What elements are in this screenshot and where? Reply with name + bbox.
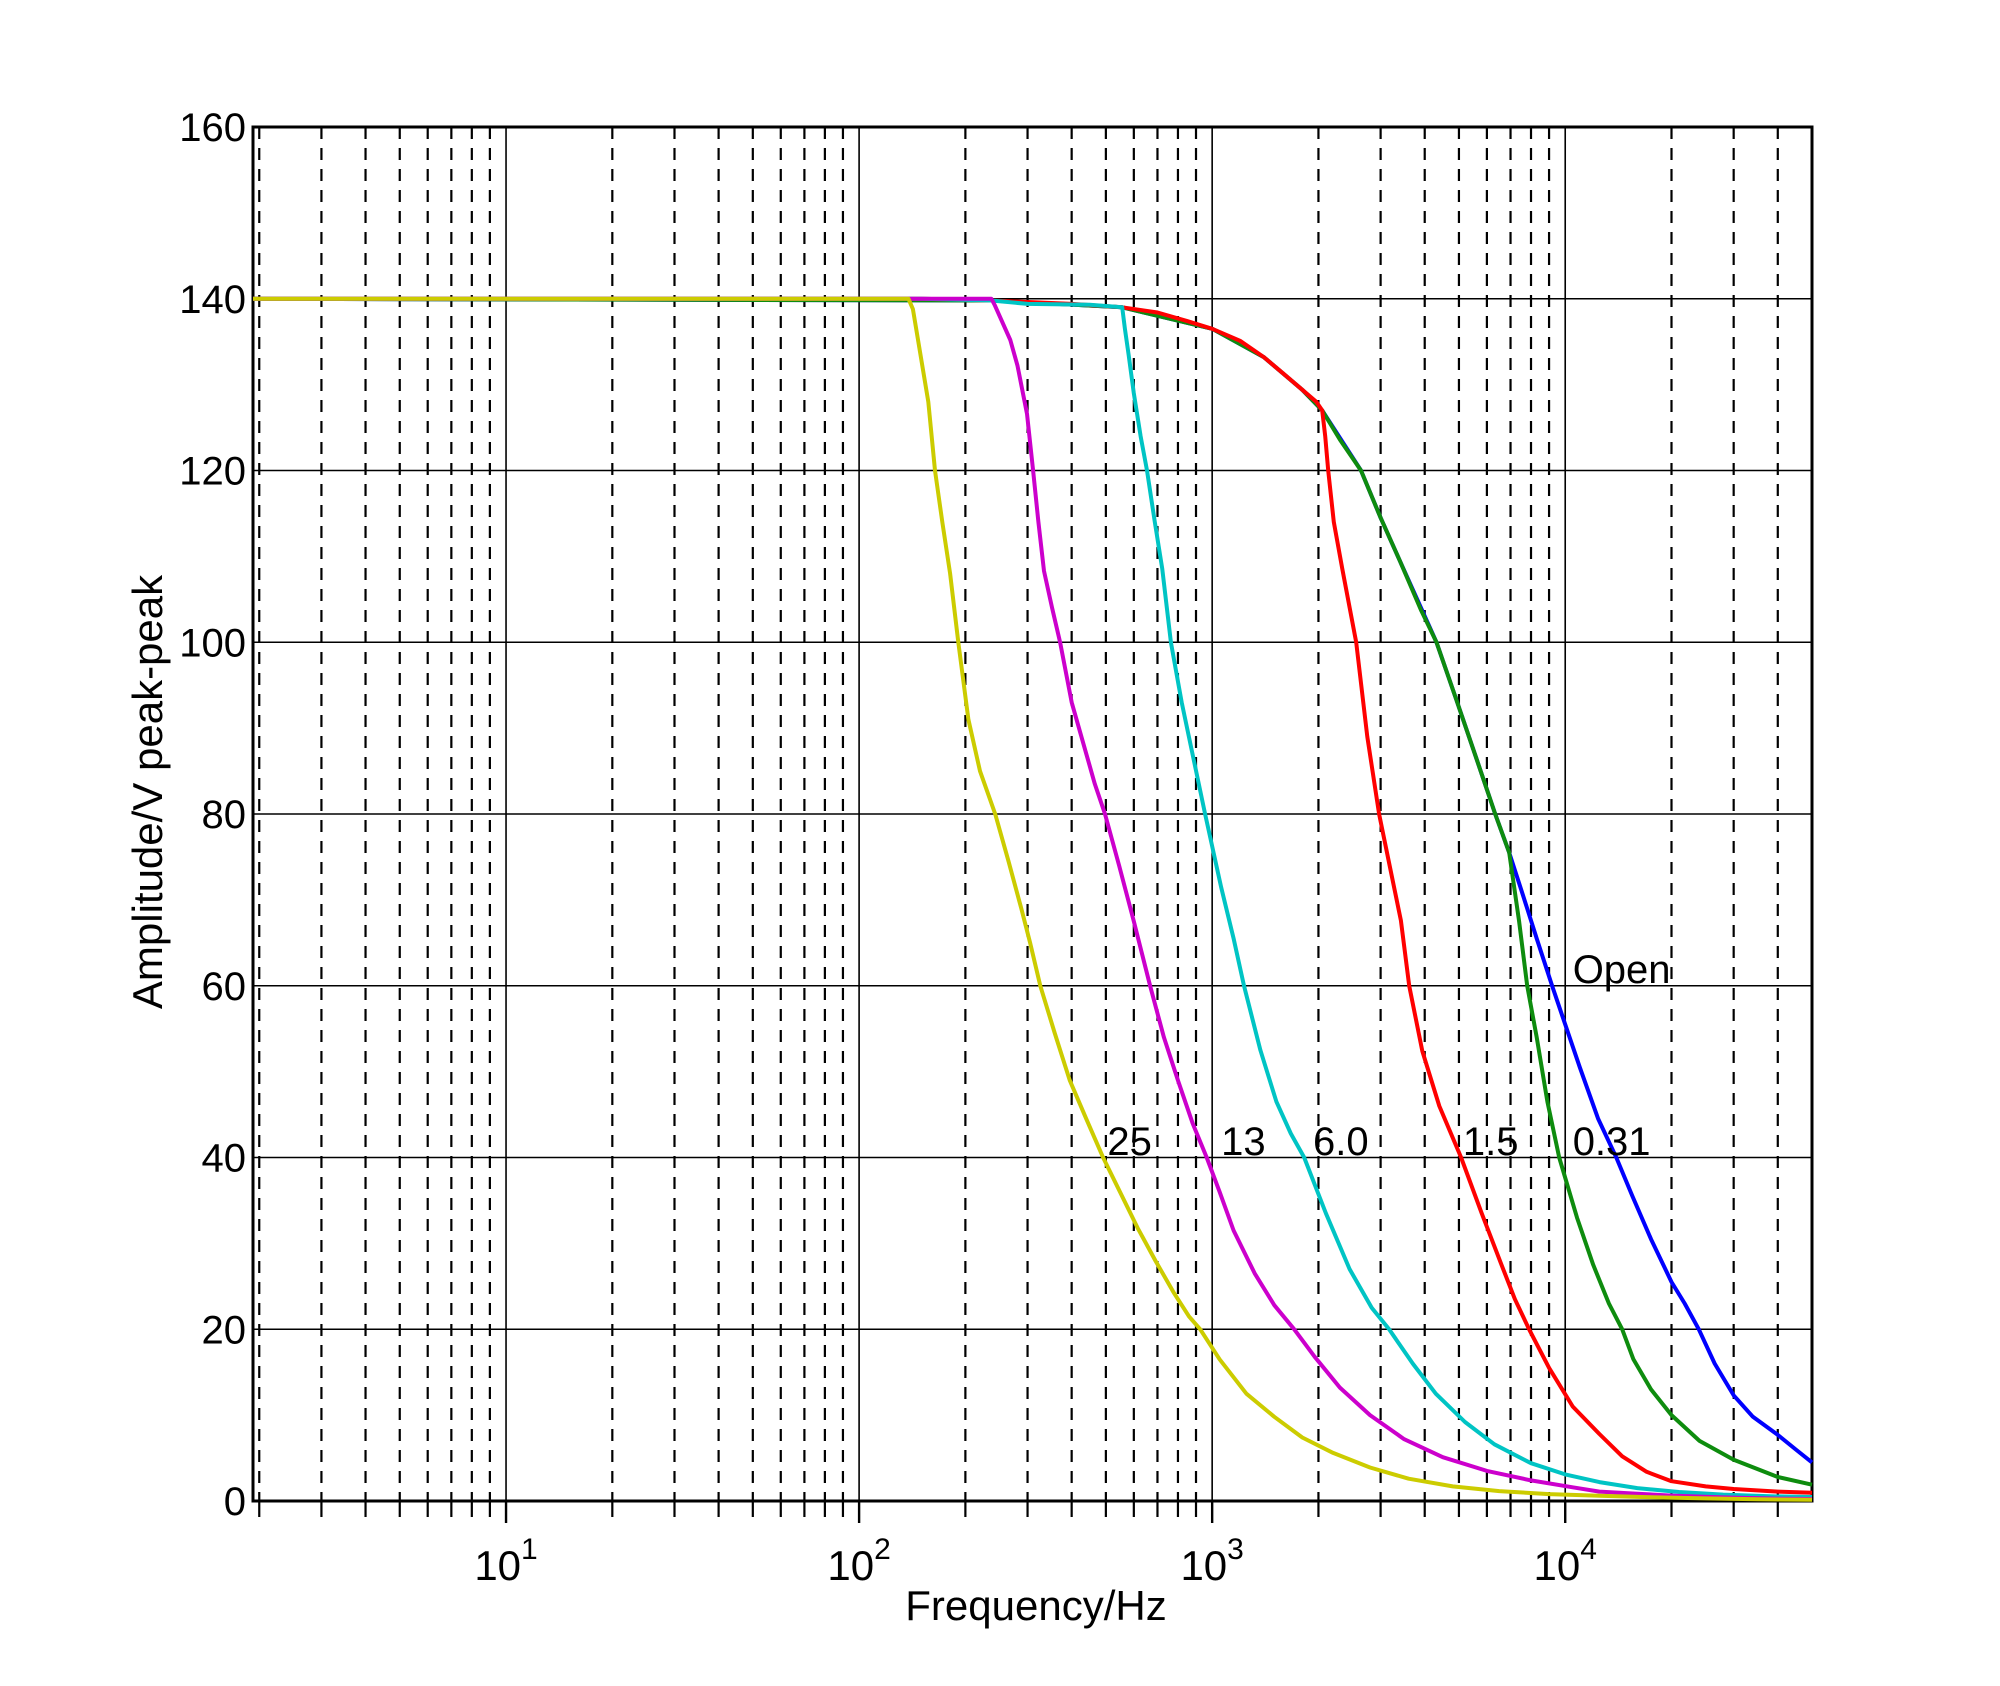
- curve-13: [253, 296, 1813, 1501]
- x-tick-label-1000: 103: [1180, 1533, 1243, 1589]
- axis-titles-layer: Frequency/Hz Amplitude/V peak-peak: [124, 574, 1167, 1629]
- x-axis-title: Frequency/Hz: [905, 1582, 1166, 1629]
- curve-label-1.5: 1.5: [1463, 1120, 1519, 1164]
- y-axis-title: Amplitude/V peak-peak: [124, 574, 171, 1009]
- x-tick-exponent-100: 2: [874, 1533, 891, 1566]
- curve-6.0: [253, 296, 1813, 1499]
- curve-label-6.0: 6.0: [1313, 1120, 1369, 1164]
- axes-frame: 0 20 40 60 80 100 120 140 160 101 102 103 104: [179, 106, 1814, 1589]
- curve-label-25: 25: [1107, 1120, 1152, 1164]
- x-tick-exponent-1000: 3: [1227, 1533, 1244, 1566]
- y-tick-label-80: 80: [202, 793, 247, 837]
- curve-label-Open: Open: [1573, 948, 1671, 992]
- y-tick-label-0: 0: [224, 1480, 246, 1524]
- y-tick-label-160: 160: [179, 106, 246, 150]
- x-tick-exponent-10: 1: [521, 1533, 538, 1566]
- y-tick-label-60: 60: [202, 965, 247, 1009]
- x-tick-label-10: 101: [474, 1533, 537, 1589]
- curve-label-13: 13: [1221, 1120, 1266, 1164]
- y-tick-label-140: 140: [179, 278, 246, 322]
- y-tick-label-20: 20: [202, 1308, 247, 1352]
- y-tick-label-100: 100: [179, 621, 246, 665]
- y-tick-label-120: 120: [179, 450, 246, 494]
- x-tick-exponent-10000: 4: [1580, 1533, 1597, 1566]
- grid-layer: [253, 126, 1812, 1502]
- curve-25: [253, 296, 1813, 1502]
- curve-labels-layer: 25 13 6.0 1.5 0.31 Open: [1107, 948, 1670, 1164]
- curves-layer: [252, 296, 1814, 1502]
- y-tick-label-40: 40: [202, 1137, 247, 1181]
- curve-1.5: [253, 296, 1813, 1495]
- x-tick-label-100: 102: [827, 1533, 890, 1589]
- x-tick-label-10000: 104: [1534, 1533, 1597, 1589]
- plot-frame: [251, 125, 1814, 1503]
- curve-label-0.31: 0.31: [1573, 1120, 1651, 1164]
